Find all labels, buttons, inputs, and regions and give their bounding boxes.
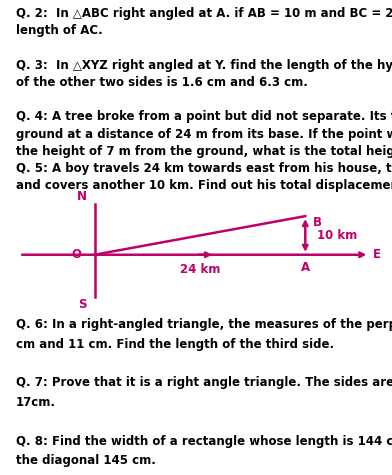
Text: cm and 11 cm. Find the length of the third side.: cm and 11 cm. Find the length of the thi… [16,338,334,351]
Text: Q. 2:  In △ABC right angled at A. if AB = 10 m and BC = 26 m, then find the: Q. 2: In △ABC right angled at A. if AB =… [16,7,392,20]
Text: length of AC.: length of AC. [16,24,102,37]
Text: 10 km: 10 km [317,229,357,242]
Text: 17cm.: 17cm. [16,396,56,409]
Text: the height of 7 m from the ground, what is the total height of the tree?: the height of 7 m from the ground, what … [16,145,392,158]
Text: A: A [301,261,310,274]
Text: 24 km: 24 km [180,263,220,276]
Text: of the other two sides is 1.6 cm and 6.3 cm.: of the other two sides is 1.6 cm and 6.3… [16,76,307,89]
Text: Q. 8: Find the width of a rectangle whose length is 144 cm and the length of: Q. 8: Find the width of a rectangle whos… [16,435,392,447]
Text: Q. 3:  In △XYZ right angled at Y. find the length of the hypotenuse if the lengt: Q. 3: In △XYZ right angled at Y. find th… [16,58,392,72]
Text: B: B [313,216,322,229]
Text: ground at a distance of 24 m from its base. If the point where it broke is at: ground at a distance of 24 m from its ba… [16,128,392,141]
Text: Q. 4: A tree broke from a point but did not separate. Its top touched the: Q. 4: A tree broke from a point but did … [16,110,392,124]
Text: Q. 5: A boy travels 24 km towards east from his house, then he turned his left: Q. 5: A boy travels 24 km towards east f… [16,162,392,175]
Text: S: S [78,298,87,311]
Text: N: N [77,190,87,203]
Text: E: E [373,248,381,261]
Text: Q. 6: In a right-angled triangle, the measures of the perpendicular sides are 6: Q. 6: In a right-angled triangle, the me… [16,318,392,331]
Text: and covers another 10 km. Find out his total displacement?: and covers another 10 km. Find out his t… [16,179,392,192]
Text: Q. 7: Prove that it is a right angle triangle. The sides are 14cm, 8 cm and: Q. 7: Prove that it is a right angle tri… [16,377,392,389]
Text: the diagonal 145 cm.: the diagonal 145 cm. [16,454,155,467]
Text: O: O [71,248,82,261]
